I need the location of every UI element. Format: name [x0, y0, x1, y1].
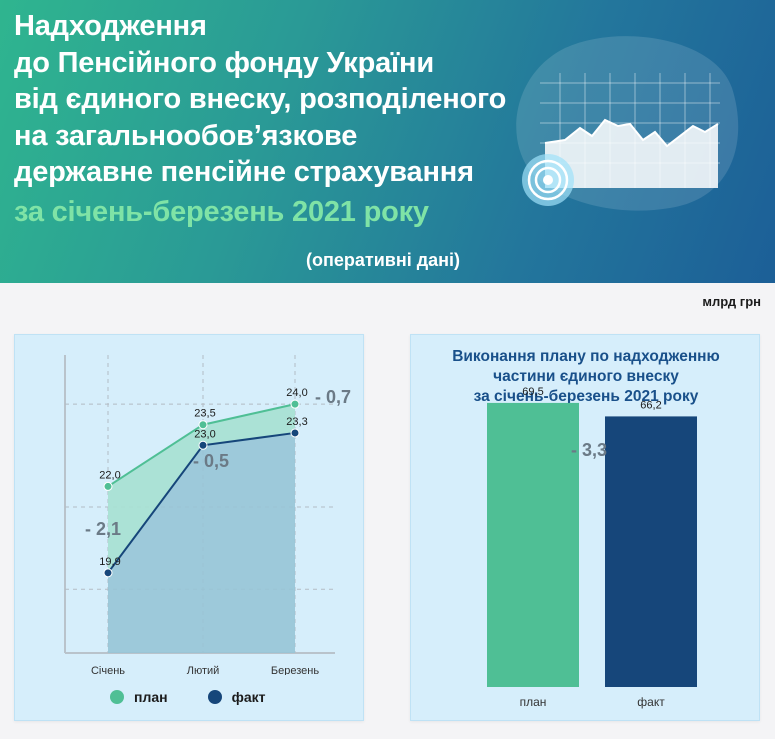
title-line: до Пенсійного фонду України	[14, 46, 434, 79]
plan-value-label: 22,0	[99, 469, 120, 481]
period-subtitle: за січень-березень 2021 року	[14, 196, 429, 228]
plan-value-label: 23,5	[194, 408, 215, 420]
plan-execution-bar-chart-panel: Виконання плану по надходженню частини є…	[410, 334, 760, 721]
plan-point	[290, 399, 300, 409]
plan-value-label: 24,0	[286, 387, 307, 399]
chart-illustration-icon	[516, 36, 739, 211]
bar-value-label: 69,5	[522, 386, 543, 398]
bar-category-label: факт	[637, 695, 665, 709]
legend-label-fact: факт	[231, 689, 266, 705]
fact-value-label: 19,9	[99, 556, 120, 568]
bar-chart-title: Виконання плану по надходженню частини є…	[411, 347, 761, 407]
fact-point	[198, 440, 208, 450]
bar-fact	[605, 416, 697, 687]
legend-label-plan: план	[134, 689, 168, 705]
difference-label: - 2,1	[85, 519, 121, 539]
difference-label: - 0,7	[315, 387, 351, 407]
chart-legend: план факт	[110, 689, 266, 705]
bar-title-line: частини єдиного внеску	[493, 368, 679, 385]
fact-point	[103, 568, 113, 578]
bar-title-line: Виконання плану по надходженню	[452, 348, 720, 365]
bar-plan	[487, 402, 579, 687]
x-tick-label: Січень	[91, 665, 125, 675]
plan-point	[103, 481, 113, 491]
difference-label: - 3,3	[571, 440, 607, 460]
legend-marker-plan	[110, 690, 124, 704]
plan-point	[198, 420, 208, 430]
legend-item-fact: факт	[207, 689, 266, 705]
fact-value-label: 23,0	[194, 428, 215, 440]
title-line: на загальнообов’язкове	[14, 119, 358, 152]
header-banner: Надходження до Пенсійного фонду України …	[0, 0, 775, 283]
x-tick-label: Березень	[271, 665, 319, 675]
title-line: Надходження	[14, 10, 207, 42]
plan-execution-bar-chart: 69,5 план 66,2 факт - 3,3	[487, 386, 697, 709]
monthly-line-chart: 22,0 23,5 24,0 19,9 23,0 23,3 - 2,1 - 0,5 - 0,7 С…	[64, 355, 351, 675]
bar-title-line: за січень-березень 2021 року	[473, 388, 699, 405]
page-title: Надходження до Пенсійного фонду України …	[14, 8, 514, 191]
unit-label: млрд грн	[702, 294, 761, 309]
title-line: від єдиного внеску, розподіленого	[14, 83, 507, 115]
bar-value-label: 66,2	[640, 399, 661, 411]
legend-item-plan: план	[110, 689, 168, 705]
fact-area	[108, 432, 295, 653]
difference-label: - 0,5	[193, 451, 229, 471]
x-tick-label: Лютий	[187, 665, 220, 675]
monthly-line-chart-panel: 22,0 23,5 24,0 19,9 23,0 23,3 - 2,1 - 0,5 - 0,7 С…	[14, 334, 364, 721]
title-line: державне пенсійне страхування	[14, 156, 474, 188]
bar-category-label: план	[520, 695, 547, 709]
legend-marker-fact	[207, 690, 222, 704]
fact-point	[290, 428, 300, 438]
fact-value-label: 23,3	[286, 416, 307, 428]
data-note: (оперативні дані)	[306, 250, 461, 270]
plan-fact-gap-area	[108, 404, 295, 573]
